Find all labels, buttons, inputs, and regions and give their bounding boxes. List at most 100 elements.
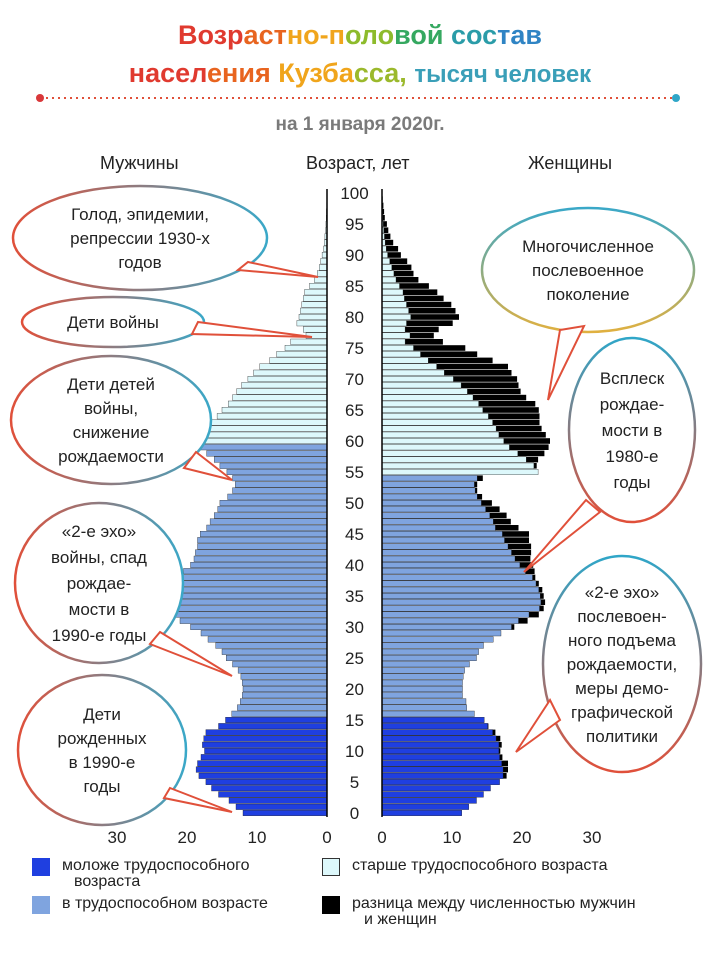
- men-bar: [317, 270, 328, 277]
- men-bar: [303, 295, 328, 302]
- annotation-text-war-grandkids: рождаемости: [58, 447, 164, 466]
- women-diff-bar: [382, 314, 459, 320]
- annotation-text-boom80: Всплеск: [600, 369, 665, 388]
- men-bar: [301, 301, 328, 308]
- women-bar: [381, 549, 512, 556]
- men-bar: [195, 766, 328, 773]
- men-bar: [232, 487, 328, 494]
- age-tick-label: 30: [345, 618, 364, 637]
- annotation-bubble-war-grandkids: [9, 354, 213, 486]
- men-bar: [237, 667, 328, 674]
- men-bar: [219, 462, 328, 469]
- age-tick-label: 35: [345, 587, 364, 606]
- annotation-text-echo2-men: «2-е эхо»: [62, 522, 136, 541]
- women-diff-bar: [382, 283, 429, 289]
- men-bar: [214, 512, 328, 519]
- women-diff-bar: [382, 308, 456, 314]
- legend-young-line1: моложе трудоспособного: [62, 857, 250, 874]
- men-bar: [235, 481, 328, 488]
- men-bar: [253, 369, 328, 376]
- annotation-tail-boom80: [523, 498, 602, 573]
- women-bar: [381, 710, 475, 717]
- men-bar: [232, 475, 328, 482]
- women-bar: [381, 580, 537, 587]
- men-bar: [276, 351, 328, 358]
- women-diff-bar: [382, 289, 438, 295]
- annotation-text-hunger: Голод, эпидемии,: [71, 205, 209, 224]
- men-bar: [217, 506, 328, 513]
- women-bar: [381, 636, 494, 643]
- men-bar: [176, 574, 328, 581]
- annotation-text-born90: в 1990-е: [69, 753, 136, 772]
- women-bar: [381, 394, 474, 401]
- chart-subtitle: на 1 января 2020г.: [275, 114, 445, 135]
- women-diff-bar: [382, 345, 466, 351]
- women-bar: [381, 704, 467, 711]
- women-diff-bar: [382, 227, 389, 233]
- annotation-text-echo2-men: рождае-: [67, 574, 132, 593]
- women-bar: [381, 475, 478, 482]
- women-bar: [381, 419, 493, 426]
- women-bar: [381, 376, 454, 382]
- annotation-tail-echo2-women: [515, 697, 562, 753]
- women-bar: [381, 407, 483, 413]
- women-diff-bar: [382, 233, 391, 240]
- men-bar: [203, 735, 328, 742]
- annotation-text-postwar: послевоенное: [532, 261, 644, 280]
- legend-young-swatch: [32, 858, 50, 876]
- annotation-text-boom80: 1980-е: [606, 447, 659, 466]
- annotation-text-echo2-men: мости в: [69, 600, 130, 619]
- women-bar: [381, 382, 462, 389]
- women-bar: [381, 332, 411, 339]
- women-header: Женщины: [528, 153, 613, 173]
- annotation-text-boom80: мости в: [602, 421, 663, 440]
- legend-working-swatch: [32, 896, 50, 914]
- annotation-text-echo2-women: ного подъема: [568, 631, 676, 650]
- men-bar: [225, 717, 328, 723]
- men-header: Мужчины: [100, 153, 179, 173]
- title-divider-dot-left: [36, 94, 44, 102]
- women-bar: [381, 729, 493, 736]
- men-bar: [200, 754, 328, 761]
- men-bar: [218, 723, 328, 730]
- annotation-tail-war-grandkids: [182, 450, 233, 481]
- annotation-bubble-boom80: [567, 336, 697, 524]
- annotation-bubble-born90: [16, 673, 188, 827]
- men-x-tick-label: 30: [108, 828, 127, 847]
- men-bar: [172, 580, 328, 587]
- men-bar: [304, 289, 328, 296]
- women-bar: [381, 289, 404, 296]
- age-header: Возраст, лет: [306, 153, 410, 173]
- age-tick-label: 50: [345, 494, 364, 513]
- women-bar: [381, 351, 421, 358]
- age-tick-label: 90: [345, 246, 364, 265]
- men-x-tick-label: 0: [322, 828, 331, 847]
- chart-title-units: тысяч человек: [414, 61, 592, 88]
- men-bar: [204, 748, 328, 754]
- women-diff-bar: [382, 339, 443, 345]
- women-bar: [381, 425, 497, 432]
- men-bar: [242, 686, 328, 692]
- women-bar: [381, 357, 429, 364]
- women-bar: [381, 779, 500, 785]
- women-diff-bar: [382, 246, 399, 252]
- women-bar: [381, 320, 407, 327]
- women-bar: [381, 574, 533, 581]
- men-bar: [167, 593, 328, 599]
- women-x-tick-label: 0: [377, 828, 386, 847]
- age-tick-label: 65: [345, 401, 364, 420]
- legend-young-line2: возраста: [74, 873, 141, 890]
- men-bar: [211, 785, 328, 792]
- women-bar: [381, 599, 542, 606]
- annotation-text-hunger: репрессии 1930-х: [70, 229, 210, 248]
- women-bar: [381, 624, 512, 630]
- men-bar: [169, 611, 328, 618]
- men-bar: [179, 617, 328, 624]
- age-tick-label: 25: [345, 649, 364, 668]
- men-bar: [240, 698, 328, 705]
- chart-title-line2: населения Кузбасса, тысяч человек: [0, 58, 720, 89]
- legend-old-text: старше трудоспособного возраста: [352, 857, 608, 874]
- men-bar: [309, 283, 328, 289]
- men-bar: [190, 624, 328, 630]
- women-diff-bar: [382, 295, 444, 302]
